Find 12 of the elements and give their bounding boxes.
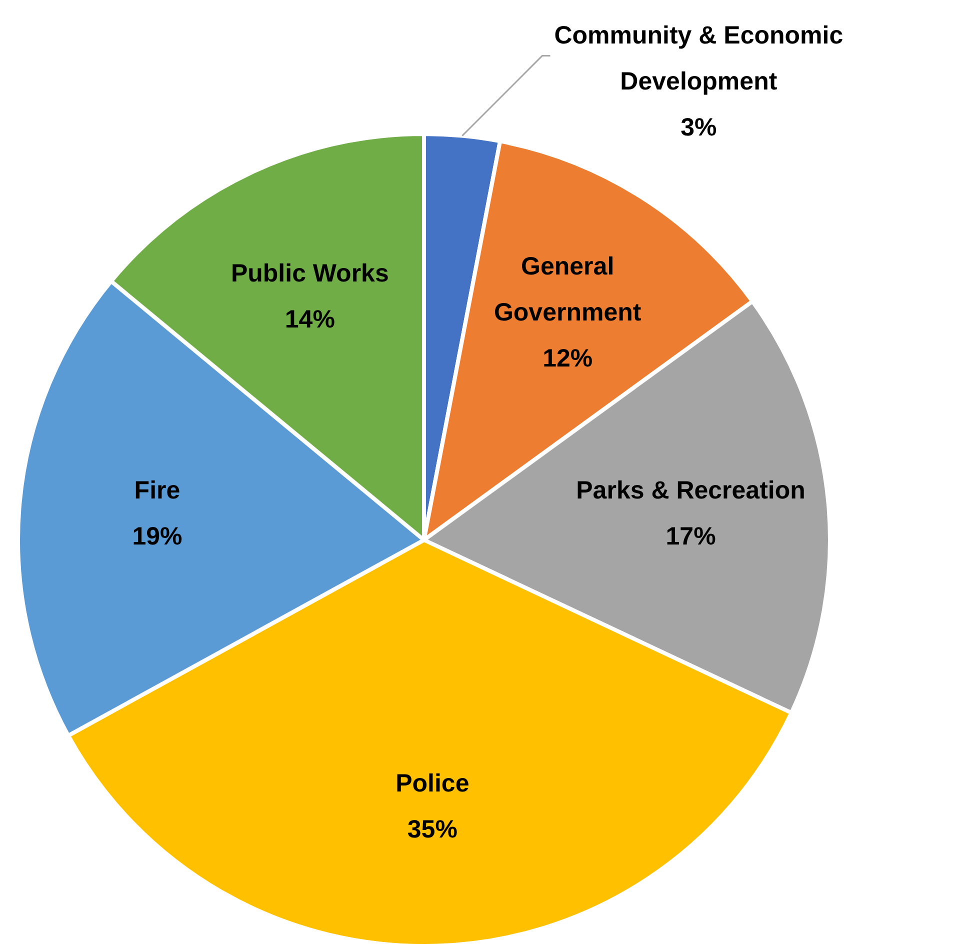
data-label: 12% <box>542 344 593 373</box>
data-label: 35% <box>407 816 458 844</box>
slice-label: Police <box>396 770 470 798</box>
slice-label: Parks & Recreation <box>576 476 806 505</box>
data-label: 14% <box>284 305 335 334</box>
slice-label: Fire <box>134 476 180 505</box>
slice-label: Public Works <box>230 259 389 288</box>
slice-label: Community & Economic Development <box>554 22 844 96</box>
data-label: 19% <box>132 522 182 551</box>
data-label: 3% <box>680 114 717 142</box>
slice-label: General Government <box>494 252 642 327</box>
data-label: 17% <box>666 522 716 551</box>
